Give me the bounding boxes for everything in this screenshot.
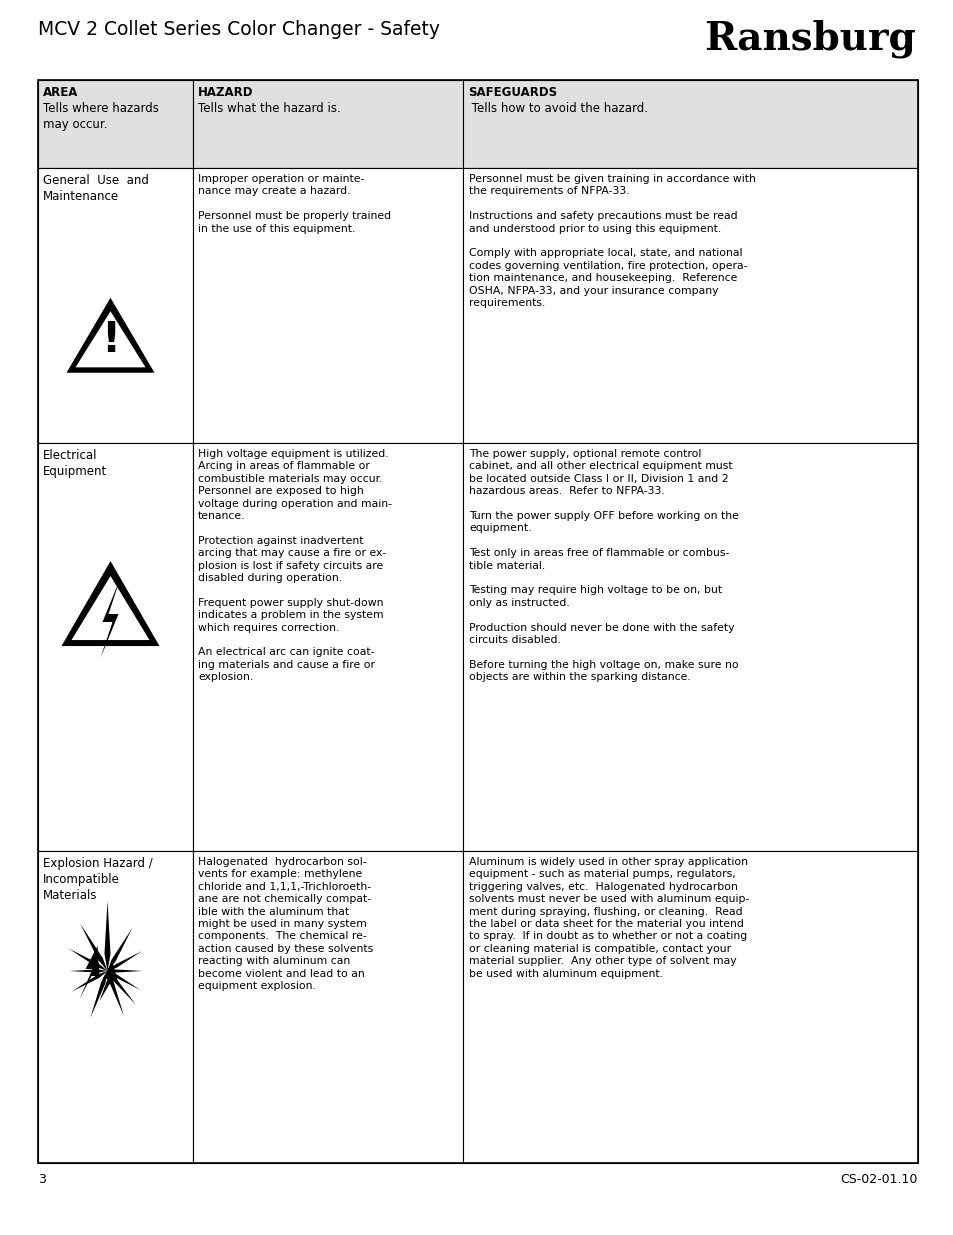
Polygon shape — [61, 561, 159, 646]
Bar — [193, 443, 462, 851]
Text: Tells how to avoid the hazard.: Tells how to avoid the hazard. — [468, 103, 647, 115]
Text: Tells what the hazard is.: Tells what the hazard is. — [198, 103, 340, 115]
Text: Improper operation or mainte-
nance may create a hazard.

Personnel must be prop: Improper operation or mainte- nance may … — [198, 174, 391, 233]
Text: Halogenated  hydrocarbon sol-
vents for example: methylene
chloride and 1,1,1,-T: Halogenated hydrocarbon sol- vents for e… — [198, 857, 373, 990]
Polygon shape — [108, 969, 142, 972]
Text: Ransburg: Ransburg — [703, 20, 915, 58]
Polygon shape — [69, 948, 108, 971]
Bar — [38, 851, 193, 1163]
Text: AREA: AREA — [43, 86, 78, 99]
Text: Aluminum is widely used in other spray application
equipment - such as material : Aluminum is widely used in other spray a… — [469, 857, 749, 978]
Polygon shape — [108, 951, 142, 971]
Text: SAFEGUARDS: SAFEGUARDS — [468, 86, 557, 99]
Polygon shape — [67, 298, 154, 373]
Text: !: ! — [101, 319, 120, 361]
Text: Personnel must be given training in accordance with
the requirements of NFPA-33.: Personnel must be given training in acco… — [469, 174, 755, 308]
Bar — [193, 80, 462, 168]
Polygon shape — [75, 311, 146, 367]
Bar — [462, 168, 917, 443]
Polygon shape — [71, 576, 150, 640]
Bar — [193, 851, 462, 1163]
Bar — [38, 80, 917, 1163]
Polygon shape — [91, 971, 108, 1018]
Bar — [193, 168, 462, 443]
Polygon shape — [71, 971, 108, 992]
Polygon shape — [80, 924, 108, 971]
Text: Tells where hazards
may occur.: Tells where hazards may occur. — [43, 103, 159, 131]
Text: General  Use  and
Maintenance: General Use and Maintenance — [43, 174, 149, 203]
Bar — [38, 80, 193, 168]
Polygon shape — [100, 578, 120, 658]
Polygon shape — [79, 946, 99, 999]
Polygon shape — [108, 971, 140, 990]
Text: HAZARD: HAZARD — [198, 86, 253, 99]
Text: High voltage equipment is utilized.
Arcing in areas of flammable or
combustible : High voltage equipment is utilized. Arci… — [198, 450, 392, 682]
Text: 3: 3 — [38, 1173, 46, 1186]
Bar — [462, 851, 917, 1163]
Bar — [38, 443, 193, 851]
Polygon shape — [104, 902, 111, 971]
Bar — [462, 80, 917, 168]
Text: Electrical
Equipment: Electrical Equipment — [43, 450, 107, 478]
Polygon shape — [108, 971, 135, 1005]
Polygon shape — [99, 961, 117, 1002]
Polygon shape — [70, 969, 108, 973]
Text: Explosion Hazard /
Incompatible
Materials: Explosion Hazard / Incompatible Material… — [43, 857, 152, 902]
Bar — [38, 168, 193, 443]
Polygon shape — [108, 927, 132, 971]
Text: The power supply, optional remote control
cabinet, and all other electrical equi: The power supply, optional remote contro… — [469, 450, 739, 682]
Polygon shape — [108, 971, 124, 1016]
Text: CS-02-01.10: CS-02-01.10 — [840, 1173, 917, 1186]
Text: MCV 2 Collet Series Color Changer - Safety: MCV 2 Collet Series Color Changer - Safe… — [38, 20, 439, 40]
Bar — [462, 443, 917, 851]
